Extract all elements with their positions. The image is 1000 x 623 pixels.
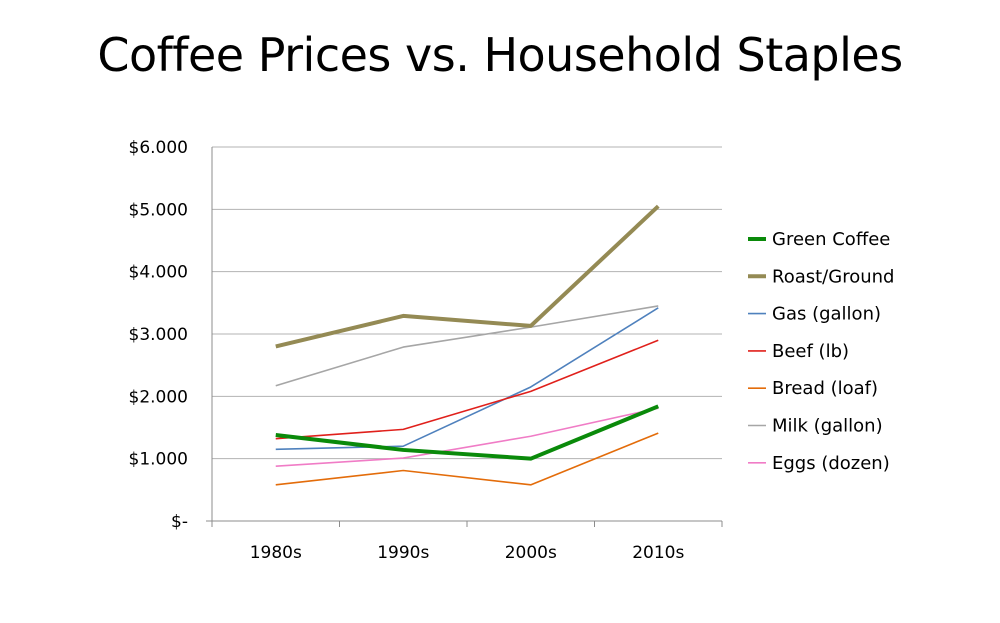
- x-tick-label: 1990s: [377, 543, 429, 563]
- legend-item: Gas (gallon): [748, 304, 881, 325]
- y-tick-label: $5.000: [129, 200, 188, 220]
- legend-label: Milk (gallon): [772, 416, 883, 437]
- legend-item: Beef (lb): [748, 341, 849, 362]
- legend-label: Bread (loaf): [772, 378, 878, 399]
- series-line-beef-lb: [275, 339, 659, 440]
- series-lines: [275, 204, 660, 486]
- y-tick-label: $-: [171, 512, 188, 532]
- legend-label: Beef (lb): [772, 341, 849, 362]
- legend-item: Green Coffee: [748, 229, 890, 250]
- series-line-eggs-dozen: [275, 407, 659, 467]
- legend-item: Bread (loaf): [748, 378, 878, 399]
- x-tick-label: 2010s: [632, 543, 684, 563]
- y-tick-label: $6.000: [129, 138, 188, 158]
- y-tick-label: $2.000: [129, 387, 188, 407]
- legend-item: Roast/Ground: [748, 266, 894, 287]
- x-tick-label: 1980s: [250, 543, 302, 563]
- y-tick-label: $4.000: [129, 263, 188, 283]
- y-axis-ticks: $- $1.000 $2.000 $3.000 $4.000 $5.000 $6.000: [129, 138, 188, 532]
- legend-item: Eggs (dozen): [748, 453, 890, 474]
- legend-label: Gas (gallon): [772, 304, 881, 325]
- series-line-roast-ground: [275, 204, 660, 349]
- legend-label: Eggs (dozen): [772, 453, 890, 474]
- legend-label: Roast/Ground: [772, 266, 894, 287]
- series-line-milk-gallon: [275, 305, 659, 387]
- legend-label: Green Coffee: [772, 229, 890, 250]
- series-line-green-coffee: [275, 404, 660, 461]
- y-tick-label: $3.000: [129, 325, 188, 345]
- axes: [206, 147, 723, 527]
- chart-title: Coffee Prices vs. Household Staples: [97, 28, 903, 82]
- x-axis-ticks: 1980s 1990s 2000s 2010s: [250, 543, 685, 563]
- series-line-bread-loaf: [275, 432, 659, 486]
- series-line-gas-gallon: [275, 307, 659, 451]
- gridlines: [212, 146, 722, 460]
- y-tick-label: $1.000: [129, 450, 188, 470]
- x-tick-label: 2000s: [505, 543, 557, 563]
- legend: Green Coffee Roast/Ground Gas (gallon) Beef…: [748, 229, 894, 474]
- legend-item: Milk (gallon): [748, 416, 883, 437]
